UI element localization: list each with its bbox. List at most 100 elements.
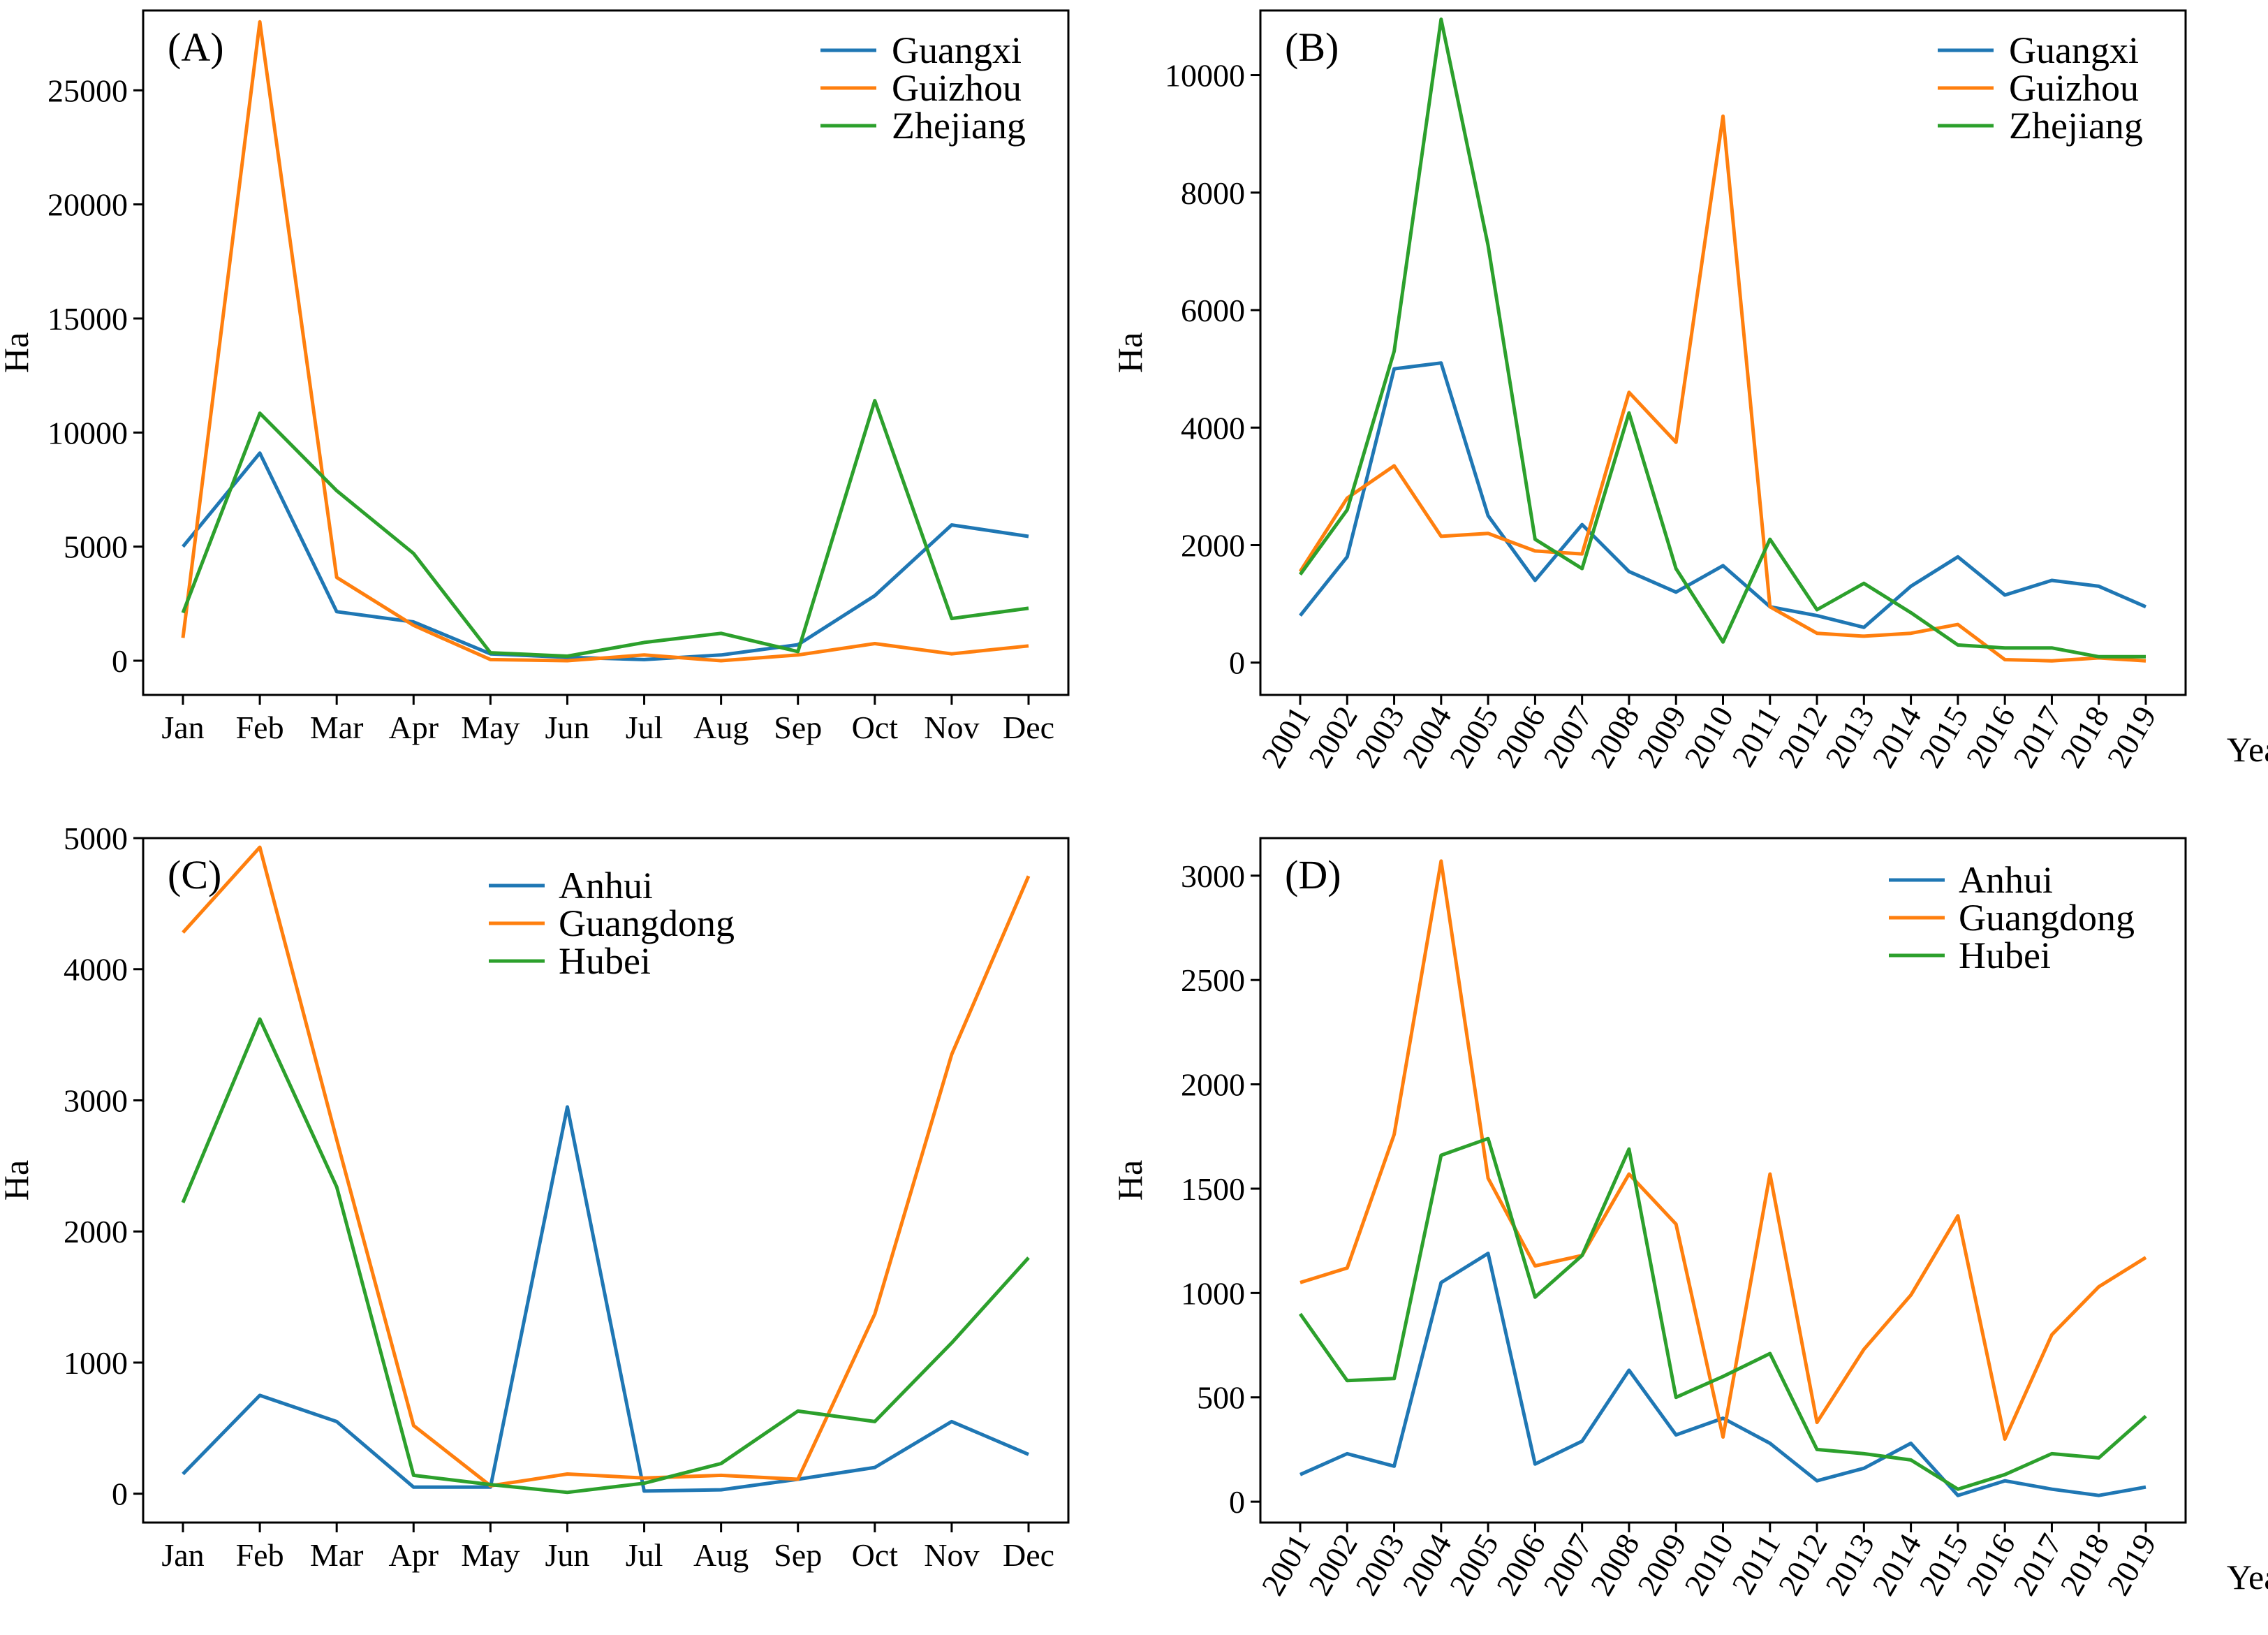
x-tick-label: Jan xyxy=(161,1537,204,1573)
series-line-hubei xyxy=(1298,1136,2147,1491)
x-tick-label: 2006 xyxy=(1489,1528,1552,1601)
x-tick-label: Nov xyxy=(924,710,979,745)
series-line-guizhou xyxy=(1298,114,2146,663)
y-tick-label: 5000 xyxy=(64,529,128,565)
panel-label: (A) xyxy=(168,24,224,70)
legend-label: Guizhou xyxy=(2009,67,2139,109)
y-tick-label: 2000 xyxy=(1181,1067,1245,1103)
x-tick-label: 2008 xyxy=(1583,701,1646,774)
y-axis-label: Ha xyxy=(1110,1160,1149,1201)
x-tick-label: 2014 xyxy=(1865,701,1928,774)
panel-label: (D) xyxy=(1285,852,1341,897)
x-tick-label: Oct xyxy=(852,710,899,745)
y-tick-label: 15000 xyxy=(47,301,128,337)
chart-panel-d: 0 500 1000 1500 2000 2500 3000 2001200220032004… xyxy=(1110,837,2268,1601)
plot-frame xyxy=(142,837,1070,1524)
series-line-guangdong xyxy=(1299,859,2147,1441)
x-tick-label: 2011 xyxy=(1725,1528,1787,1601)
x-tick-label: 2002 xyxy=(1302,1528,1364,1601)
series-line-hubei xyxy=(181,1017,1030,1495)
legend-label: Guangxi xyxy=(2009,29,2139,71)
chart-panel-b: 0200040006000800010000200120022003200420… xyxy=(1110,9,2268,774)
y-tick-label: 1000 xyxy=(1181,1275,1245,1311)
series-line-zhejiang xyxy=(181,399,1029,658)
x-tick-label: 2014 xyxy=(1865,1528,1928,1601)
x-tick-label: Oct xyxy=(852,1537,899,1573)
x-tick-label: 2013 xyxy=(1818,701,1881,774)
series-line-zhejiang xyxy=(1298,17,2146,659)
y-tick-label: 25000 xyxy=(47,73,128,108)
x-tick-label: Jan xyxy=(161,710,204,745)
x-tick-label: Jul xyxy=(626,1537,663,1573)
x-tick-label: 2018 xyxy=(2053,701,2116,774)
legend-label: Anhui xyxy=(559,865,653,907)
y-tick-label: 1500 xyxy=(1181,1171,1245,1207)
y-tick-label: 10000 xyxy=(47,415,128,450)
x-tick-label: Aug xyxy=(693,710,749,745)
legend-label: Hubei xyxy=(1959,934,2051,976)
x-tick-label: Jun xyxy=(545,710,590,745)
chart-panel-c: 0 1000 2000 3000 4000 5000 Jan Feb Mar Apr May Jun J… xyxy=(0,821,1070,1573)
x-tick-label: 2009 xyxy=(1630,701,1693,774)
x-tick-label: 2004 xyxy=(1395,1528,1458,1601)
series-line-guangxi xyxy=(182,451,1029,661)
x-tick-label: Apr xyxy=(388,710,439,745)
x-tick-label: 2012 xyxy=(1772,701,1834,774)
x-tick-label: 2019 xyxy=(2100,701,2163,774)
y-tick-label: 6000 xyxy=(1181,293,1245,328)
legend-label: Zhejiang xyxy=(892,105,1026,147)
x-tick-label: Aug xyxy=(693,1537,749,1573)
y-tick-label: 20000 xyxy=(47,187,128,223)
x-tick-label: Feb xyxy=(236,710,284,745)
y-tick-label: 8000 xyxy=(1181,175,1245,211)
x-tick-label: 2015 xyxy=(1912,1528,1975,1601)
y-tick-label: 4000 xyxy=(1181,410,1245,446)
x-tick-label: 2003 xyxy=(1348,701,1411,774)
y-tick-label: 2000 xyxy=(64,1214,128,1249)
series-line-guangdong xyxy=(182,845,1031,1488)
x-tick-label: 2003 xyxy=(1348,1528,1411,1601)
x-tick-label: 2009 xyxy=(1630,1528,1693,1601)
x-tick-label: 2007 xyxy=(1536,1528,1599,1601)
y-tick-label: 0 xyxy=(1229,1484,1245,1520)
y-axis-label: Ha xyxy=(0,332,36,373)
x-tick-label: Mar xyxy=(310,1537,364,1573)
y-tick-label: 4000 xyxy=(64,952,128,988)
x-tick-label: 2010 xyxy=(1677,701,1740,774)
x-tick-label: 2017 xyxy=(2006,1528,2069,1601)
legend-label: Guangdong xyxy=(1959,897,2135,939)
x-tick-label: Sep xyxy=(774,1537,822,1573)
x-tick-label: 2010 xyxy=(1677,1528,1740,1601)
x-tick-label: 2005 xyxy=(1443,1528,1505,1601)
series-line-guangxi xyxy=(1299,361,2147,629)
x-tick-label: 2016 xyxy=(1959,1528,2022,1601)
y-tick-label: 3000 xyxy=(1181,858,1245,894)
y-tick-label: 0 xyxy=(1229,645,1245,681)
x-tick-label: Nov xyxy=(924,1537,979,1573)
y-tick-label: 10000 xyxy=(1165,58,1245,94)
series-line-anhui xyxy=(182,1105,1029,1493)
panel-label: (B) xyxy=(1285,24,1339,70)
x-tick-label: Jul xyxy=(626,710,663,745)
x-tick-label: 2013 xyxy=(1818,1528,1881,1601)
x-tick-label: 2001 xyxy=(1254,1528,1317,1601)
y-tick-label: 3000 xyxy=(64,1083,128,1118)
y-tick-label: 1000 xyxy=(64,1345,128,1381)
x-tick-label: May xyxy=(461,1537,520,1573)
x-tick-label: 2015 xyxy=(1912,701,1975,774)
x-tick-label: Jun xyxy=(545,1537,590,1573)
y-tick-label: 500 xyxy=(1197,1380,1245,1416)
legend-label: Zhejiang xyxy=(2009,105,2143,147)
y-axis-label: Ha xyxy=(0,1160,36,1201)
x-tick-label: 2008 xyxy=(1583,1528,1646,1601)
series-line-guizhou xyxy=(181,20,1029,663)
legend-label: Guizhou xyxy=(892,67,1022,109)
x-tick-label: 2002 xyxy=(1302,701,1364,774)
plot-frame xyxy=(142,9,1070,696)
chart-panel-a: 0 5000 10000 15000 20000 25000 Jan Feb Mar Apr May… xyxy=(0,9,1070,745)
legend-label: Guangxi xyxy=(892,29,1022,71)
x-tick-label: 2006 xyxy=(1489,701,1552,774)
